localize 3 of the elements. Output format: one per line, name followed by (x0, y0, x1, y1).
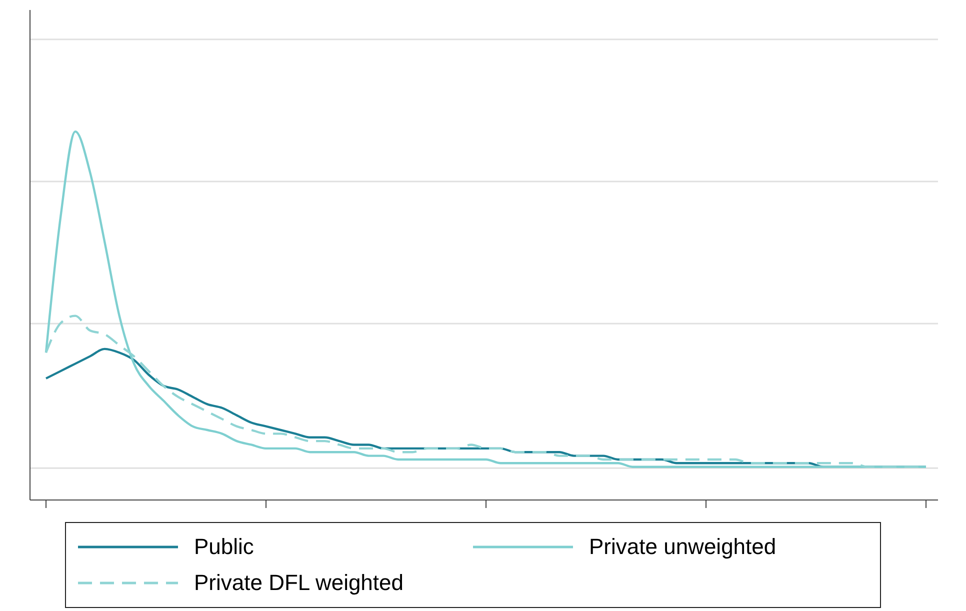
legend-label: Private DFL weighted (194, 570, 404, 596)
legend-label: Public (194, 534, 254, 560)
legend-label: Private unweighted (589, 534, 776, 560)
